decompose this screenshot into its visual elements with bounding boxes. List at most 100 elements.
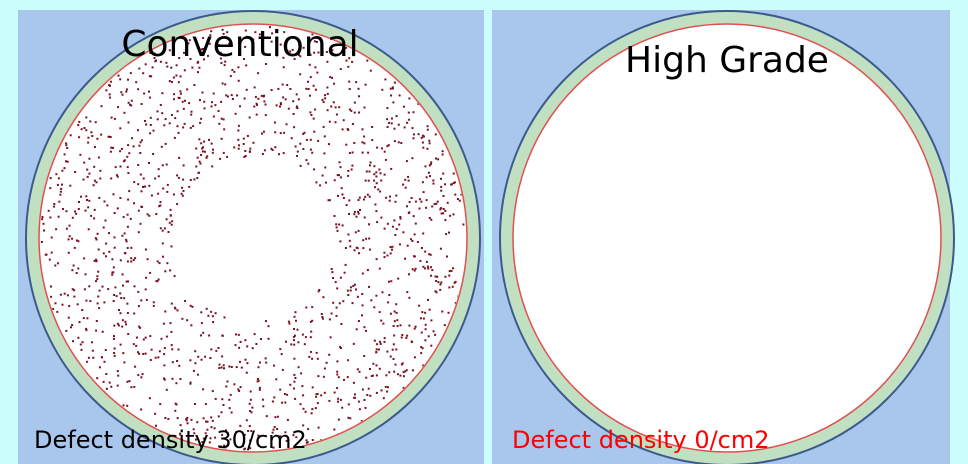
defect-dot (406, 335, 408, 337)
defect-dot (94, 209, 96, 211)
defect-dot (311, 412, 313, 414)
defect-dot (328, 199, 330, 201)
defect-dot (264, 149, 266, 151)
defect-dot (137, 129, 139, 131)
defect-dot (109, 85, 111, 87)
defect-dot (440, 190, 442, 192)
defect-dot (444, 183, 446, 185)
defect-dot (251, 411, 253, 413)
defect-dot (266, 415, 268, 417)
defect-dot (262, 153, 264, 155)
defect-dot (348, 199, 350, 201)
defect-dot (88, 228, 90, 230)
defect-dot (268, 338, 270, 340)
defect-dot (333, 83, 335, 85)
defect-dot (125, 91, 127, 93)
defect-dot (326, 87, 328, 89)
defect-dot (361, 314, 363, 316)
figure: Conventional High Grade Defect density 3… (0, 0, 968, 464)
defect-dot (104, 201, 106, 203)
defect-dot (423, 318, 425, 320)
defect-dot (85, 195, 87, 197)
defect-dot (338, 224, 340, 226)
defect-dot (225, 94, 227, 96)
defect-dot (353, 213, 355, 215)
defect-dot (271, 89, 273, 91)
defect-dot (293, 358, 295, 360)
defect-dot (162, 164, 164, 166)
defect-dot (335, 106, 337, 108)
defect-dot (410, 238, 412, 240)
defect-dot (144, 186, 146, 188)
defect-dot (107, 288, 109, 290)
defect-dot (391, 249, 393, 251)
defect-dot (304, 343, 306, 345)
defect-dot (384, 256, 386, 258)
defect-dot (103, 301, 105, 303)
defect-dot (253, 106, 255, 108)
defect-dot (375, 171, 377, 173)
defect-dot (431, 206, 433, 208)
defect-dot (349, 417, 351, 419)
defect-dot (318, 427, 320, 429)
defect-dot (444, 276, 446, 278)
defect-dot (327, 93, 329, 95)
defect-dot (422, 181, 424, 183)
defect-dot (178, 132, 180, 134)
defect-dot (223, 364, 225, 366)
defect-dot (255, 96, 257, 98)
defect-dot (188, 102, 190, 104)
defect-dot (339, 161, 341, 163)
defect-dot (394, 128, 396, 130)
defect-dot (378, 349, 380, 351)
defect-dot (154, 178, 156, 180)
defect-dot (385, 159, 387, 161)
defect-dot (138, 145, 140, 147)
defect-dot (293, 388, 295, 390)
defect-dot (390, 246, 392, 248)
defect-dot (347, 175, 349, 177)
defect-dot (89, 120, 91, 122)
defect-dot (367, 194, 369, 196)
defect-dot (429, 175, 431, 177)
defect-dot (163, 378, 165, 380)
defect-dot (354, 112, 356, 114)
defect-dot (81, 309, 83, 311)
defect-dot (176, 174, 178, 176)
defect-dot (445, 233, 447, 235)
defect-dot (330, 336, 332, 338)
defect-dot (103, 227, 105, 229)
defect-dot (202, 92, 204, 94)
defect-dot (384, 151, 386, 153)
defect-dot (263, 131, 265, 133)
defect-dot (221, 411, 223, 413)
defect-dot (393, 325, 395, 327)
defect-dot (73, 296, 75, 298)
defect-dot (429, 217, 431, 219)
defect-dot (207, 315, 209, 317)
defect-dot (146, 299, 148, 301)
defect-dot (334, 215, 336, 217)
defect-dot (172, 378, 174, 380)
defect-dot (182, 101, 184, 103)
defect-dot (134, 257, 136, 259)
defect-dot (304, 132, 306, 134)
defect-dot (203, 141, 205, 143)
defect-dot (175, 75, 177, 77)
defect-dot (79, 321, 81, 323)
defect-dot (183, 108, 185, 110)
defect-dot (339, 240, 341, 242)
defect-dot (401, 334, 403, 336)
defect-dot (99, 170, 101, 172)
defect-dot (348, 403, 350, 405)
defect-dot (305, 307, 307, 309)
defect-dot (365, 407, 367, 409)
defect-dot (118, 324, 120, 326)
defect-dot (443, 208, 445, 210)
defect-dot (162, 242, 164, 244)
defect-dot (131, 137, 133, 139)
defect-dot (368, 223, 370, 225)
defect-dot (366, 60, 368, 62)
defect-dot (285, 98, 287, 100)
defect-dot (426, 176, 428, 178)
